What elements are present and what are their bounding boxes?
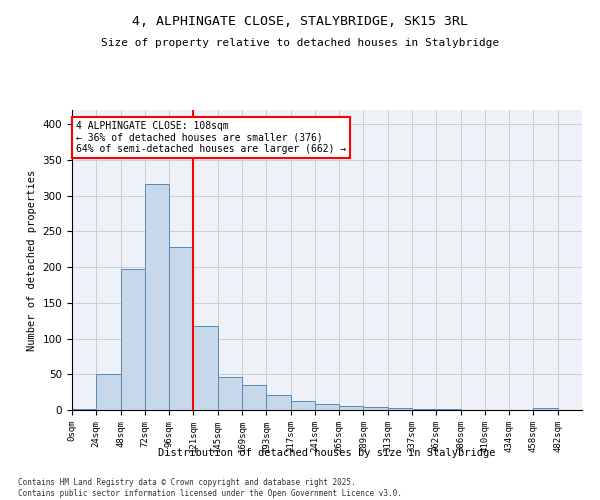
- Text: 4, ALPHINGATE CLOSE, STALYBRIDGE, SK15 3RL: 4, ALPHINGATE CLOSE, STALYBRIDGE, SK15 3…: [132, 15, 468, 28]
- Text: Distribution of detached houses by size in Stalybridge: Distribution of detached houses by size …: [158, 448, 496, 458]
- Bar: [169, 247, 193, 410]
- Bar: [96, 374, 121, 410]
- Y-axis label: Number of detached properties: Number of detached properties: [27, 170, 37, 350]
- Bar: [72, 408, 96, 410]
- Text: Contains HM Land Registry data © Crown copyright and database right 2025.
Contai: Contains HM Land Registry data © Crown c…: [18, 478, 402, 498]
- Bar: [412, 408, 436, 410]
- Bar: [266, 395, 290, 410]
- Bar: [218, 377, 242, 410]
- Text: Size of property relative to detached houses in Stalybridge: Size of property relative to detached ho…: [101, 38, 499, 48]
- Bar: [193, 326, 218, 410]
- Bar: [242, 385, 266, 410]
- Bar: [388, 408, 412, 410]
- Bar: [315, 404, 339, 410]
- Text: 4 ALPHINGATE CLOSE: 108sqm
← 36% of detached houses are smaller (376)
64% of sem: 4 ALPHINGATE CLOSE: 108sqm ← 36% of deta…: [76, 120, 346, 154]
- Bar: [121, 270, 145, 410]
- Bar: [145, 184, 169, 410]
- Bar: [290, 400, 315, 410]
- Bar: [339, 406, 364, 410]
- Bar: [364, 407, 388, 410]
- Bar: [533, 408, 558, 410]
